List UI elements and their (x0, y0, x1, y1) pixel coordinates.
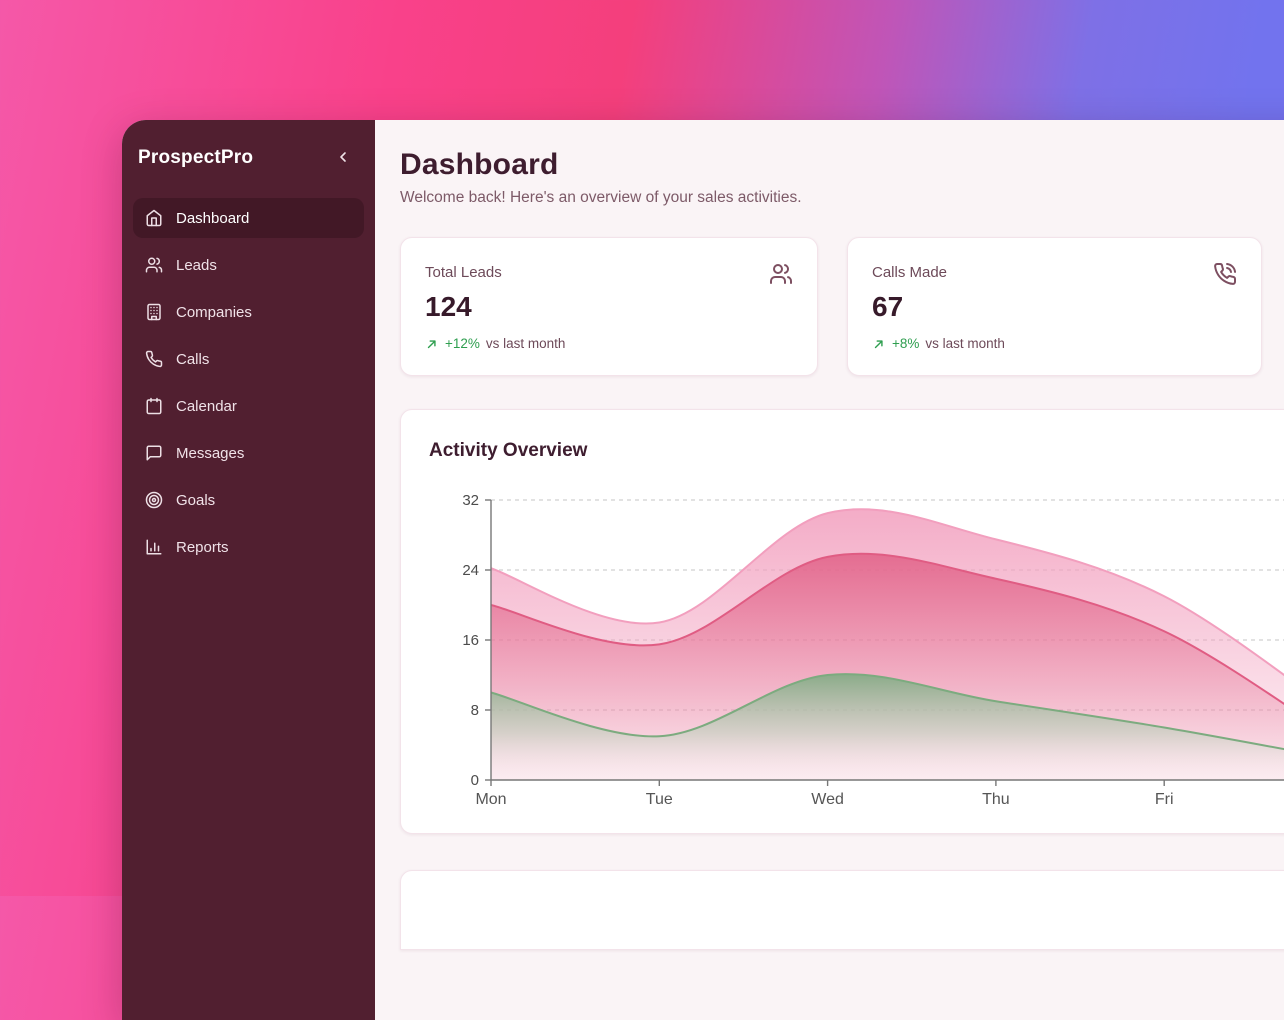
message-icon (145, 444, 163, 462)
sidebar-item-label: Dashboard (176, 209, 250, 227)
sidebar-item-calls[interactable]: Calls (133, 339, 364, 379)
next-section-card (400, 870, 1284, 950)
svg-text:Fri: Fri (1155, 791, 1174, 808)
sidebar-item-label: Leads (176, 256, 217, 274)
sidebar-item-label: Calls (176, 350, 210, 368)
sidebar-header: ProspectPro (122, 120, 375, 198)
sidebar-item-companies[interactable]: Companies (133, 292, 364, 332)
chart-title: Activity Overview (429, 440, 588, 461)
users-icon (769, 262, 793, 286)
svg-text:16: 16 (462, 632, 479, 649)
sidebar-item-label: Goals (176, 491, 216, 509)
svg-text:24: 24 (462, 562, 479, 579)
sidebar-item-dashboard[interactable]: Dashboard (133, 198, 364, 238)
chevron-left-icon (335, 149, 351, 168)
sidebar-collapse-button[interactable] (331, 146, 355, 170)
target-icon (145, 491, 163, 509)
stat-change-suffix: vs last month (485, 336, 566, 351)
app-logo: ProspectPro (138, 147, 254, 168)
stat-label: Total Leads (425, 264, 502, 281)
sidebar-item-label: Calendar (176, 397, 237, 415)
sidebar-nav: Dashboard Leads Companies Calls (122, 198, 375, 567)
svg-text:Wed: Wed (811, 791, 844, 808)
sidebar-item-calendar[interactable]: Calendar (133, 386, 364, 426)
sidebar-item-label: Messages (176, 444, 245, 462)
sidebar-item-label: Companies (176, 303, 252, 321)
svg-text:0: 0 (471, 772, 479, 789)
stat-change: +12% vs last month (425, 336, 793, 351)
trending-up-icon (872, 337, 886, 351)
page-subtitle: Welcome back! Here's an overview of your… (400, 189, 802, 206)
svg-text:Thu: Thu (982, 791, 1010, 808)
sidebar-item-label: Reports (176, 538, 229, 556)
stat-change-percent: +12% (445, 336, 480, 351)
activity-area-chart: 0 8 16 24 32 Mon Tue Wed Thu Fri (462, 492, 1284, 808)
phone-call-icon (1213, 262, 1237, 286)
stat-card-total-leads: Total Leads 124 +12% vs last month (400, 237, 818, 376)
stat-card-calls-made: Calls Made 67 +8% vs last month (847, 237, 1262, 376)
sidebar-item-reports[interactable]: Reports (133, 527, 364, 567)
stat-change: +8% vs last month (872, 336, 1237, 351)
trending-up-icon (425, 337, 439, 351)
main-content: Dashboard Welcome back! Here's an overvi… (375, 120, 1284, 1020)
svg-text:8: 8 (471, 702, 479, 719)
stat-value: 67 (872, 291, 904, 322)
bar-chart-icon (145, 538, 163, 556)
stat-value: 124 (425, 291, 472, 322)
home-icon (145, 209, 163, 227)
activity-overview-card: Activity Overview 0 8 16 24 32 Mon Tue Wed Thu Fr… (400, 409, 1284, 834)
svg-text:Tue: Tue (646, 791, 673, 808)
svg-text:Mon: Mon (475, 791, 506, 808)
stat-label: Calls Made (872, 264, 948, 281)
building-icon (145, 303, 163, 321)
app-window: ProspectPro Dashboard Leads (122, 120, 1284, 1020)
stat-change-suffix: vs last month (925, 336, 1005, 351)
svg-text:32: 32 (462, 492, 479, 509)
sidebar: ProspectPro Dashboard Leads (122, 120, 375, 1020)
calendar-icon (145, 397, 163, 415)
sidebar-item-goals[interactable]: Goals (133, 480, 364, 520)
users-icon (145, 256, 163, 274)
phone-icon (145, 350, 163, 368)
sidebar-item-leads[interactable]: Leads (133, 245, 364, 285)
stat-change-percent: +8% (892, 336, 920, 351)
stats-row: Total Leads 124 +12% vs last month Calls… (400, 237, 1284, 376)
page-title: Dashboard (400, 148, 559, 181)
sidebar-item-messages[interactable]: Messages (133, 433, 364, 473)
